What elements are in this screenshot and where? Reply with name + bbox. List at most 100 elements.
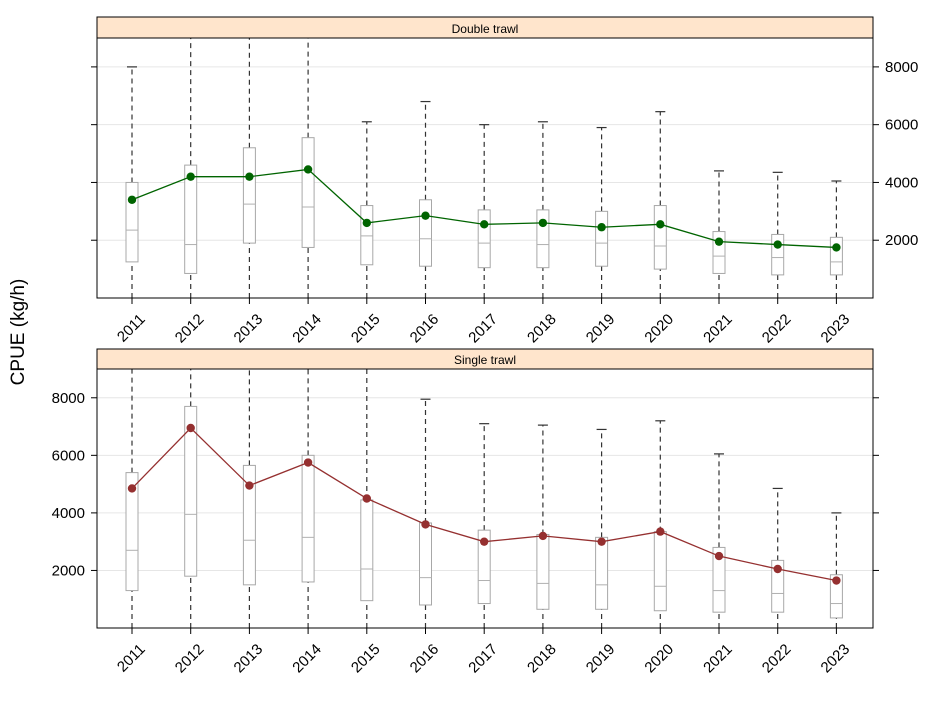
- box-2012: [184, 369, 198, 628]
- box-2012: [184, 38, 198, 298]
- box-iqr: [595, 210, 609, 267]
- mean-point-2013: [245, 481, 254, 490]
- y-tick-label: 4000: [52, 505, 85, 522]
- box-iqr: [653, 205, 667, 270]
- box-iqr: [360, 499, 374, 602]
- panel-single-trawl: Single trawl 2000 4000 6000 8000 2011 2012 2013…: [52, 348, 879, 677]
- mean-point-2019: [597, 537, 606, 546]
- x-tick-label: 2016: [407, 641, 443, 677]
- mean-point-2018: [538, 531, 548, 541]
- x-tick-label: 2012: [172, 641, 208, 677]
- x-tick-label: 2011: [114, 311, 149, 346]
- mean-point-2022: [773, 240, 782, 249]
- box-2016: [419, 398, 432, 628]
- box-iqr: [536, 533, 550, 610]
- box-2019: [595, 126, 609, 298]
- mean-point-2014: [303, 165, 313, 174]
- mean-point-2021: [714, 551, 724, 561]
- y-tick-label: 2000: [52, 562, 85, 579]
- mean-point-2020: [656, 527, 665, 536]
- y-tick-label: 2000: [885, 232, 918, 249]
- x-tick-label: 2018: [524, 641, 560, 677]
- box-2023: [829, 180, 843, 298]
- mean-point-2013: [245, 172, 254, 181]
- y-tick-label: 8000: [52, 390, 85, 407]
- box-iqr: [829, 236, 843, 276]
- x-tick-label: 2019: [583, 641, 619, 677]
- x-tick-label: 2018: [524, 311, 560, 347]
- box-2017: [477, 423, 491, 628]
- box-iqr: [536, 209, 550, 269]
- y-tick-label: 6000: [885, 117, 918, 134]
- mean-point-2016: [421, 211, 430, 220]
- x-tick-label: 2011: [114, 641, 149, 676]
- y-tick-label: 4000: [885, 174, 918, 191]
- box-iqr: [125, 181, 139, 263]
- box-iqr: [477, 529, 491, 605]
- x-tick-label: 2021: [700, 641, 736, 677]
- mean-point-2011: [127, 195, 137, 204]
- box-2015: [360, 121, 374, 298]
- x-tick-label: 2013: [231, 311, 267, 347]
- box-iqr: [771, 559, 785, 613]
- x-tick-label: 2019: [583, 311, 619, 347]
- x-tick-label: 2022: [759, 311, 795, 347]
- x-tick-label: 2013: [231, 641, 267, 677]
- box-2021: [712, 453, 726, 628]
- box-2020: [653, 420, 667, 628]
- box-2020: [653, 111, 667, 298]
- x-tick-label: 2016: [407, 311, 443, 347]
- x-tick-label: 2017: [465, 641, 501, 677]
- mean-point-2014: [303, 458, 313, 467]
- box-2013: [242, 369, 256, 628]
- mean-point-2019: [597, 223, 606, 232]
- mean-point-2018: [538, 218, 548, 228]
- x-tick-label: 2020: [641, 641, 677, 677]
- box-iqr: [829, 574, 843, 619]
- plot-frame: [96, 37, 874, 299]
- box-2011: [125, 369, 139, 628]
- mean-point-2016: [421, 520, 430, 529]
- x-tick-label: 2014: [289, 311, 325, 347]
- box-iqr: [653, 531, 667, 612]
- box-2011: [125, 66, 139, 298]
- mean-point-2011: [127, 484, 137, 493]
- strip-label: Double trawl: [452, 22, 519, 36]
- box-iqr: [360, 205, 374, 266]
- mean-point-2017: [480, 220, 489, 229]
- x-tick-label: 2022: [759, 641, 795, 677]
- box-2016: [419, 100, 432, 298]
- y-axis-label: CPUE (kg/h): [8, 279, 29, 386]
- box-2019: [595, 428, 609, 628]
- box-iqr: [301, 137, 315, 248]
- box-2013: [242, 38, 256, 298]
- y-tick-label: 8000: [885, 59, 918, 76]
- x-tick-label: 2014: [289, 641, 325, 677]
- mean-point-2012: [186, 172, 195, 181]
- box-2023: [829, 512, 843, 628]
- box-2022: [771, 171, 785, 298]
- box-iqr: [242, 464, 256, 586]
- mean-point-2015: [362, 494, 371, 503]
- box-2014: [301, 38, 315, 298]
- plot-frame: [96, 368, 874, 629]
- mean-point-2012: [186, 423, 195, 433]
- box-iqr: [419, 522, 432, 606]
- x-tick-label: 2017: [465, 311, 501, 347]
- x-tick-label: 2012: [172, 311, 208, 347]
- x-tick-label: 2015: [348, 641, 384, 677]
- x-tick-label: 2023: [818, 311, 854, 347]
- x-tick-label: 2020: [641, 311, 677, 347]
- box-iqr: [184, 405, 198, 577]
- box-2021: [712, 170, 726, 298]
- mean-point-2017: [480, 537, 489, 546]
- box-2022: [771, 487, 785, 628]
- mean-point-2023: [832, 576, 841, 585]
- panel-double-trawl: Double trawl 2000 4000 6000 8000 2011 2012 2013…: [91, 16, 918, 347]
- y-tick-label: 6000: [52, 447, 85, 464]
- box-iqr: [242, 147, 256, 244]
- strip-label: Single trawl: [454, 353, 516, 367]
- x-tick-label: 2015: [348, 311, 384, 347]
- mean-point-2020: [656, 220, 665, 229]
- box-2014: [301, 369, 315, 628]
